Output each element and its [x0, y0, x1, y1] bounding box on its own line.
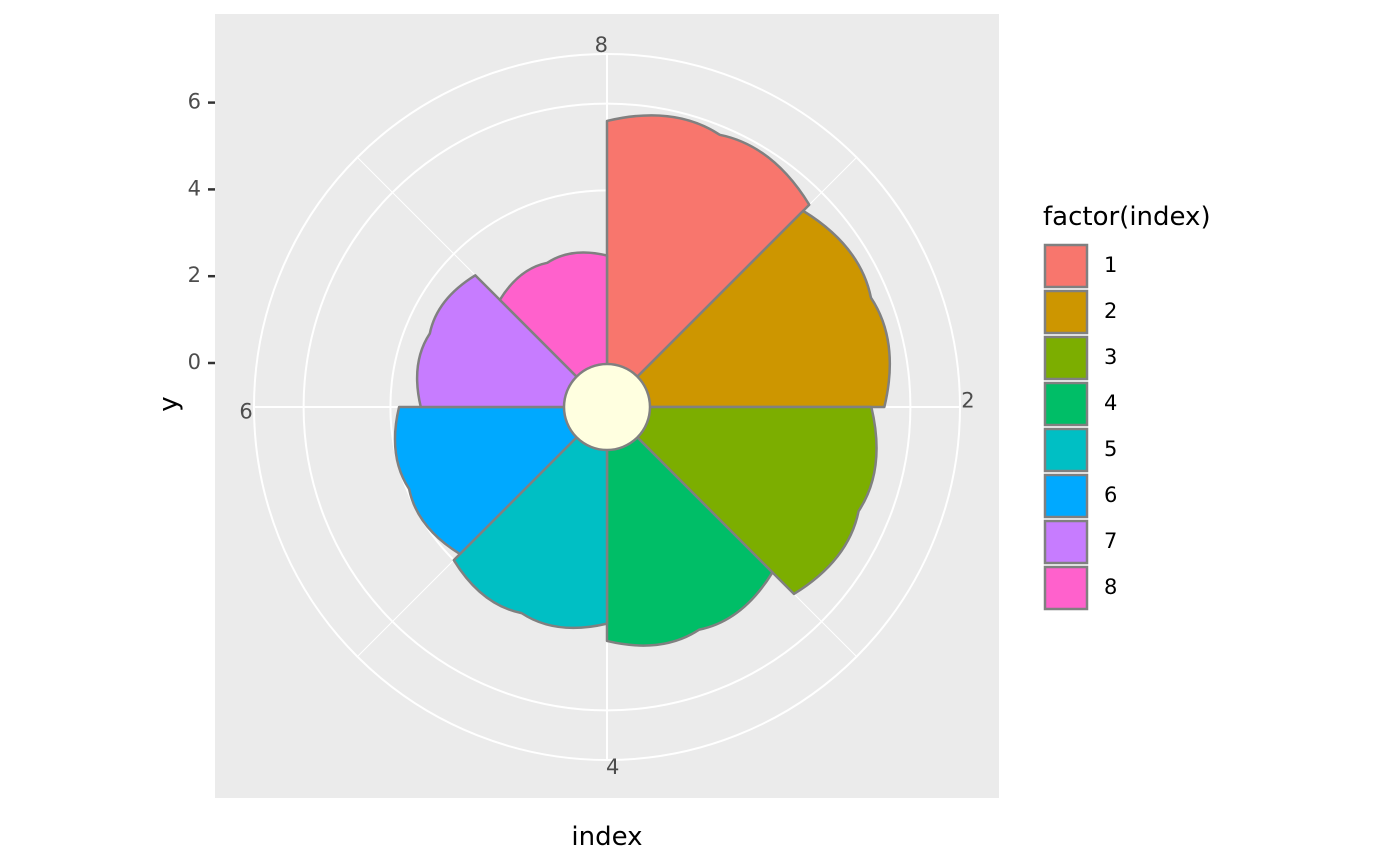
petal-1 — [605, 114, 811, 378]
petal-8 — [498, 251, 609, 378]
x-axis-title: index — [571, 822, 642, 852]
legend-key-6 — [1043, 473, 1089, 519]
y-tick-label-6: 6 — [188, 90, 201, 114]
angle-tick-label-2: 2 — [961, 388, 974, 412]
legend-label-7: 7 — [1104, 529, 1117, 553]
legend-title: factor(index) — [1043, 202, 1211, 232]
petal-7 — [415, 274, 578, 409]
legend-key-7 — [1043, 519, 1089, 565]
legend-key-3 — [1043, 335, 1089, 381]
legend-key-2 — [1043, 289, 1089, 335]
petal-4 — [605, 436, 774, 647]
y-tick-label-4: 4 — [188, 176, 201, 200]
legend-key-5 — [1043, 427, 1089, 473]
legend-label-8: 8 — [1104, 575, 1117, 599]
legend-label-6: 6 — [1104, 483, 1117, 507]
legend-label-5: 5 — [1104, 437, 1117, 461]
legend-label-1: 1 — [1104, 253, 1117, 277]
petal-3 — [636, 405, 878, 596]
legend-label-2: 2 — [1104, 299, 1117, 323]
angle-tick-label-4: 4 — [606, 755, 619, 779]
petal-2 — [636, 209, 892, 409]
legend-label-4: 4 — [1104, 391, 1117, 415]
bars-layer — [393, 114, 892, 647]
legend-key-1 — [1043, 243, 1089, 289]
y-axis: 0 2 4 6 — [188, 90, 215, 374]
angle-tick-labels: 2 4 6 8 — [239, 33, 974, 779]
y-tick-label-0: 0 — [188, 350, 201, 374]
angle-tick-label-8: 8 — [595, 33, 608, 57]
legend-key-4 — [1043, 381, 1089, 427]
y-tick-label-2: 2 — [188, 263, 201, 287]
legend: factor(index) 1 2 3 4 5 6 7 8 — [1043, 202, 1211, 611]
petal-6 — [393, 405, 578, 556]
legend-key-8 — [1043, 565, 1089, 611]
angle-tick-label-6: 6 — [239, 400, 252, 424]
center-hole — [562, 362, 652, 452]
petal-5 — [452, 436, 609, 630]
legend-label-3: 3 — [1104, 345, 1117, 369]
y-axis-title: y — [154, 396, 184, 411]
